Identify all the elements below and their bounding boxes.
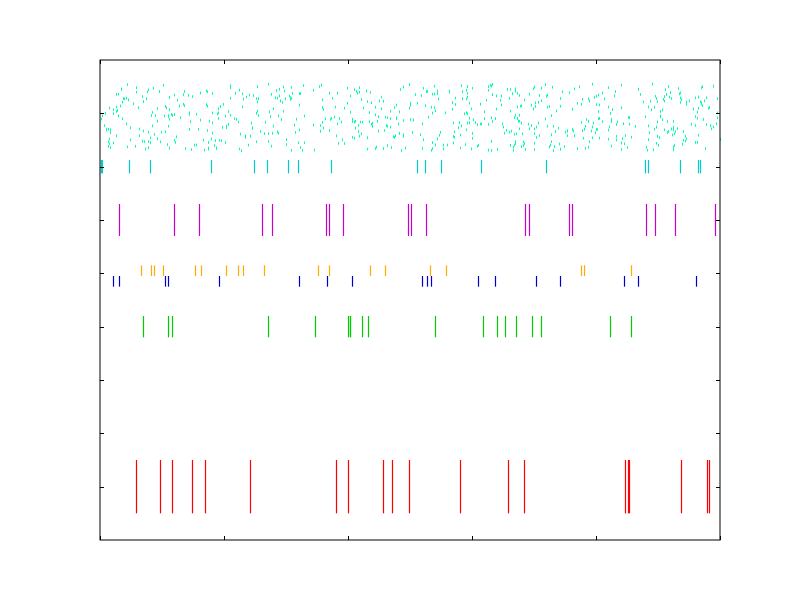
event-series-5 <box>100 160 702 174</box>
events-layer <box>100 82 721 514</box>
event-series-4 <box>118 204 717 236</box>
event-series-0 <box>135 460 711 514</box>
event-series-1 <box>142 316 633 338</box>
event-series-6 <box>101 82 721 152</box>
event-series-3 <box>140 265 633 276</box>
event-series-2 <box>112 276 698 287</box>
axes-frame <box>99 59 721 541</box>
ticks-layer <box>100 60 721 540</box>
